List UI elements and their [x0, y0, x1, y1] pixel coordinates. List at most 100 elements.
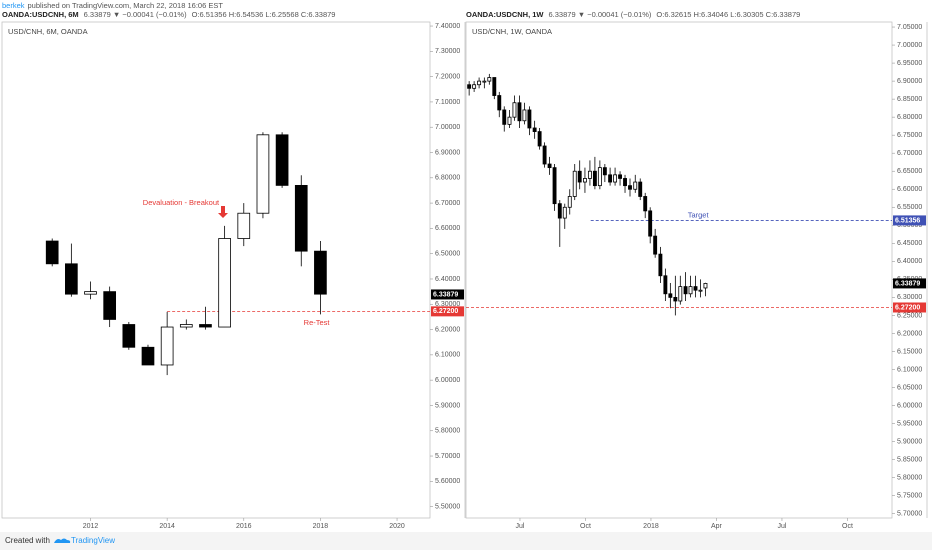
symbol-ohlc: O:6.51356 H:6.54536 L:6.25568 C:6.33879 [192, 10, 336, 19]
candle-body [522, 109, 527, 122]
candle-body [294, 184, 308, 252]
y-tick-label: 5.70000 [435, 453, 460, 460]
y-tick-label: 7.40000 [435, 23, 460, 30]
level-label-box [893, 215, 926, 226]
y-tick-label: 6.40000 [897, 258, 922, 265]
level-label: 6.27200 [895, 304, 920, 311]
y-tick-label: 5.95000 [897, 420, 922, 427]
last-price-label: 6.33879 [895, 280, 920, 287]
y-tick-label: 6.70000 [435, 200, 460, 207]
candle-body [103, 291, 117, 320]
candle-body [698, 289, 703, 292]
candle-body [482, 80, 487, 83]
symbol-symbol: OANDA:USDCNH, 1W [466, 10, 544, 19]
level-label-box [893, 302, 926, 313]
pane-frame [1, 21, 431, 519]
y-tick-label: 6.20000 [897, 330, 922, 337]
candle-body [557, 203, 562, 219]
x-tick-label: 2020 [389, 523, 405, 530]
y-tick-label: 6.55000 [897, 204, 922, 211]
candle-body [477, 80, 482, 86]
arrow [218, 206, 228, 218]
x-tick-label: 2018 [643, 523, 659, 530]
level-label: 6.27200 [433, 308, 458, 315]
candle-body [141, 346, 155, 366]
level-label: 6.51356 [895, 217, 920, 224]
y-tick-label: 7.30000 [435, 48, 460, 55]
y-tick-label: 6.30000 [897, 294, 922, 301]
x-tick-label: 2018 [313, 523, 329, 530]
annotation: Target [688, 211, 710, 220]
y-tick-label: 6.10000 [897, 366, 922, 373]
candle-body [179, 324, 193, 328]
y-tick-label: 5.90000 [435, 402, 460, 409]
y-tick-label: 6.00000 [897, 402, 922, 409]
y-tick-label: 7.10000 [435, 99, 460, 106]
candle-body [160, 326, 174, 366]
author[interactable]: berkek [2, 1, 25, 10]
legend: USD/CNH, 6M, OANDA [8, 27, 88, 36]
candle-body [472, 84, 477, 89]
candle-body [673, 296, 678, 302]
x-tick-label: Apr [711, 523, 723, 530]
candle-body [527, 109, 532, 129]
legend: USD/CNH, 1W, OANDA [472, 27, 552, 36]
y-tick-label: 6.00000 [435, 377, 460, 384]
last-price-box [431, 289, 464, 300]
y-tick-label: 6.70000 [897, 150, 922, 157]
candle-body [597, 167, 602, 187]
y-tick-label: 7.05000 [897, 24, 922, 31]
y-tick-label: 7.00000 [435, 124, 460, 131]
last-price-box [893, 278, 926, 289]
y-tick-label: 7.20000 [435, 73, 460, 80]
candle-body [532, 127, 537, 132]
candle-body [572, 170, 577, 197]
candle-body [668, 293, 673, 298]
footer-brand[interactable]: TradingView [71, 536, 115, 545]
annotation: Re-Test [304, 318, 331, 327]
candle-body [633, 181, 638, 190]
candle-body [45, 240, 59, 265]
candle-body [237, 212, 251, 239]
y-tick-label: 6.45000 [897, 240, 922, 247]
last-price-label: 6.33879 [433, 291, 458, 298]
candle-body [643, 196, 648, 212]
y-tick-label: 6.40000 [435, 276, 460, 283]
y-tick-label: 5.70000 [897, 511, 922, 518]
candle-body [623, 178, 627, 187]
y-tick-label: 6.20000 [435, 326, 460, 333]
candle-body [628, 185, 632, 190]
candle-body [688, 286, 693, 295]
y-tick-label: 6.05000 [897, 384, 922, 391]
y-tick-label: 6.90000 [897, 78, 922, 85]
candle-body [517, 102, 522, 122]
y-tick-label: 5.60000 [435, 478, 460, 485]
y-tick-label: 5.85000 [897, 456, 922, 463]
published-line: published on TradingView.com, March 22, … [28, 1, 224, 10]
symbol-change: 6.33879 ▼ −0.00041 (−0.01%) [84, 10, 187, 19]
y-tick-label: 6.65000 [897, 168, 922, 175]
candle-body [678, 286, 683, 302]
candle-body [497, 95, 502, 111]
y-tick-label: 6.10000 [435, 352, 460, 359]
candle-body [547, 163, 552, 169]
candle-body [683, 286, 688, 295]
candle-body [618, 174, 622, 179]
y-tick-label: 6.85000 [897, 96, 922, 103]
candle-body [65, 263, 78, 295]
candle-body [648, 210, 653, 237]
candle-body [502, 109, 507, 125]
y-tick-label: 5.80000 [897, 474, 922, 481]
candle-body [653, 235, 658, 255]
x-tick-label: 2012 [83, 523, 99, 530]
candle-body [592, 170, 597, 187]
candle-body [587, 170, 592, 179]
candle-body [218, 238, 231, 328]
level-label-box [431, 306, 464, 317]
candle-body [512, 102, 517, 118]
candle-body [467, 84, 472, 89]
candle-body [638, 181, 643, 197]
candle-body [577, 170, 582, 183]
y-tick-label: 6.95000 [897, 60, 922, 67]
